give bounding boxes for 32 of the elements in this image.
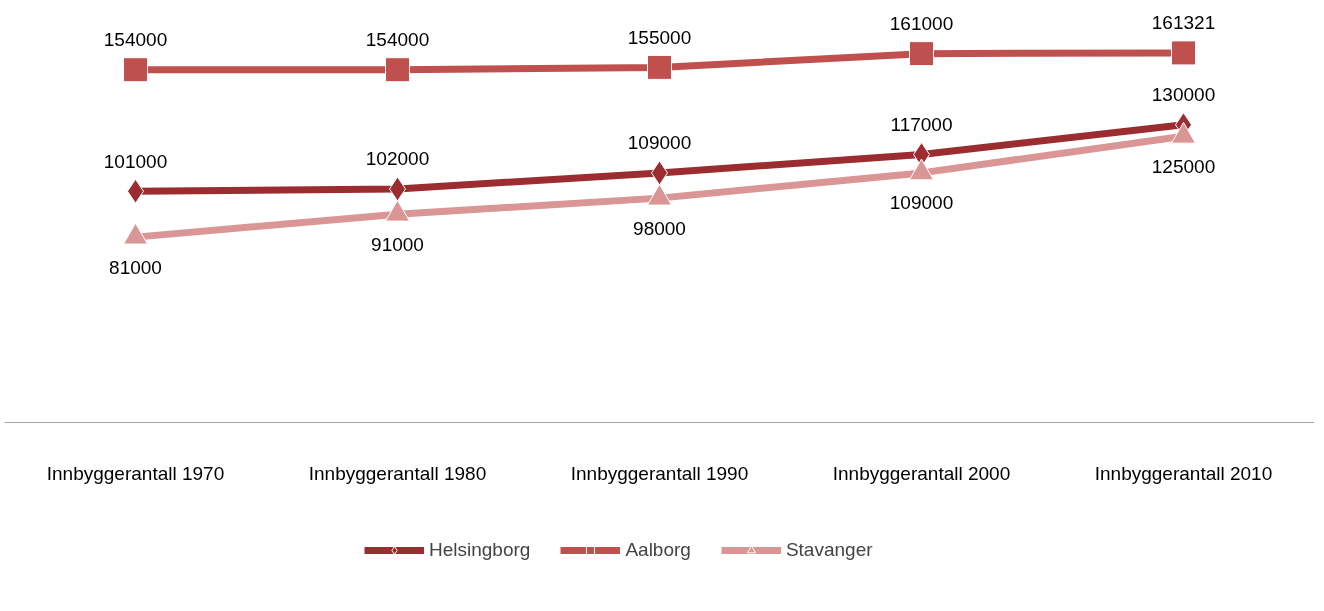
legend-label: Helsingborg: [429, 539, 531, 561]
point: [123, 57, 148, 83]
data-label: 101000: [103, 150, 168, 172]
x-tick-label: Innbyggerantall 1980: [308, 462, 487, 484]
data-label: 155000: [627, 26, 692, 48]
point: [647, 183, 672, 206]
point: [385, 57, 410, 83]
point: [1171, 40, 1196, 66]
data-label: 109000: [889, 192, 954, 214]
data-label: 154000: [365, 29, 430, 51]
legend-label: Aalborg: [625, 539, 691, 561]
point: [385, 199, 410, 222]
data-label: 98000: [633, 217, 686, 239]
data-label: 81000: [109, 256, 162, 278]
data-label: 102000: [365, 148, 430, 170]
point: [909, 41, 934, 67]
x-tick-label: Innbyggerantall 2000: [832, 462, 1011, 484]
x-tick-label: Innbyggerantall 2010: [1094, 462, 1273, 484]
data-label: 161000: [889, 13, 954, 35]
point: [647, 54, 672, 80]
data-label: 154000: [103, 29, 168, 51]
point: [123, 222, 148, 245]
x-tick-label: Innbyggerantall 1990: [570, 462, 749, 484]
point: [909, 158, 934, 181]
data-label: 117000: [890, 114, 953, 136]
data-label: 109000: [627, 132, 692, 154]
x-tick-label: Innbyggerantall 1970: [46, 462, 225, 484]
data-label: 161321: [1151, 12, 1216, 34]
data-label: 130000: [1151, 84, 1216, 106]
data-label: 91000: [371, 233, 424, 255]
data-label: 125000: [1151, 155, 1216, 177]
legend-label: Stavanger: [785, 539, 873, 561]
